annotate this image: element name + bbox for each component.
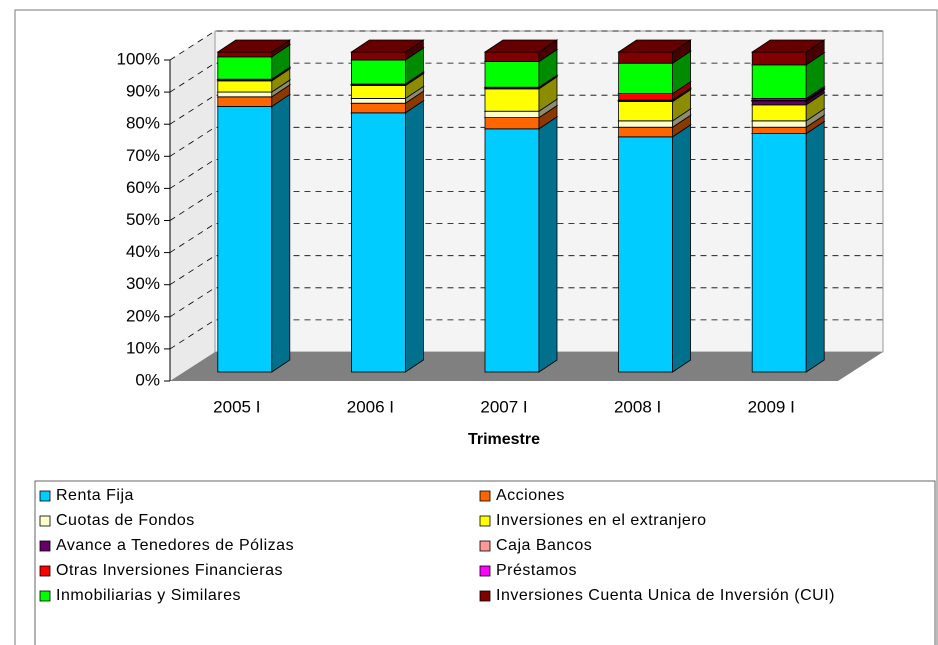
bar-segment — [350, 39, 425, 61]
bar-front — [217, 106, 273, 373]
bar-front — [217, 56, 273, 80]
bar-segment — [750, 39, 826, 66]
legend-label: Inversiones en el extranjero — [496, 512, 707, 529]
bar-front — [217, 51, 273, 58]
bar-front — [618, 93, 673, 101]
bar-segment — [617, 124, 692, 373]
bar-front — [217, 80, 273, 93]
bar-top — [350, 39, 425, 53]
bar-front — [217, 96, 273, 107]
bar-side — [538, 116, 558, 373]
y-tick-label: 0% — [135, 370, 160, 389]
legend-label: Otras Inversiones Financieras — [56, 562, 283, 579]
bar-side — [271, 93, 291, 373]
bar-front — [751, 101, 807, 106]
legend-label: Préstamos — [496, 562, 577, 579]
bar-front — [484, 88, 540, 112]
x-axis-title: Trimestre — [468, 431, 540, 448]
legend-label: Caja Bancos — [496, 537, 592, 554]
bar-segment — [216, 39, 292, 58]
legend-swatch — [39, 490, 51, 502]
bar-front — [751, 126, 807, 134]
legend-swatch — [479, 490, 491, 502]
bar-front — [618, 136, 673, 373]
y-tick-label: 20% — [126, 306, 160, 325]
bar-side — [672, 124, 691, 373]
bar-front — [484, 128, 540, 373]
legend-label: Cuotas de Fondos — [56, 512, 195, 529]
x-tick-label: 2009 I — [748, 397, 795, 416]
bar-front — [484, 61, 540, 88]
legend-swatch — [39, 515, 51, 527]
bar-front — [484, 117, 540, 130]
y-tick-label: 80% — [126, 114, 160, 133]
bar-front — [751, 120, 807, 128]
bar-front — [618, 101, 673, 122]
bar-front — [618, 120, 673, 128]
legend-swatch — [39, 540, 51, 552]
bar-front — [350, 51, 406, 61]
legend-swatch — [479, 590, 491, 602]
bar-front — [751, 104, 807, 122]
bar-segment — [750, 120, 826, 373]
x-tick-label: 2008 I — [614, 397, 661, 416]
bar-segment — [216, 93, 292, 373]
grid-line — [169, 30, 883, 61]
bar-front — [350, 112, 406, 373]
x-tick-label: 2005 I — [213, 397, 260, 416]
legend-swatch — [39, 565, 51, 577]
bar-side — [404, 100, 424, 373]
legend-label: Acciones — [496, 487, 565, 504]
legend-label: Avance a Tenedores de Pólizas — [56, 537, 294, 554]
bar-front — [484, 51, 540, 63]
bar-top — [483, 39, 559, 53]
bar-segment — [350, 100, 425, 373]
y-tick-label: 30% — [126, 274, 160, 293]
legend-label: Inversiones Cuenta Unica de Inversión (C… — [496, 587, 835, 604]
legend-swatch — [479, 565, 491, 577]
y-tick-label: 40% — [126, 242, 160, 261]
bar-front — [350, 85, 406, 99]
bar-top — [750, 39, 826, 53]
bar-segment — [483, 39, 559, 63]
x-tick-label: 2007 I — [480, 397, 527, 416]
legend — [34, 480, 936, 645]
y-tick-label: 60% — [126, 178, 160, 197]
bar-front — [618, 62, 673, 95]
bar-side — [805, 120, 825, 373]
y-tick-label: 70% — [126, 146, 160, 165]
bar-front — [484, 110, 540, 118]
bar-front — [350, 102, 406, 114]
bar-segment — [483, 116, 559, 373]
bar-front — [350, 98, 406, 104]
legend-label: Renta Fija — [56, 487, 134, 504]
bar-top — [216, 39, 292, 53]
y-tick-label: 100% — [117, 49, 160, 68]
x-tick-label: 2006 I — [347, 397, 394, 416]
bar-front — [751, 133, 807, 373]
bar-segment — [617, 39, 692, 64]
legend-swatch — [479, 540, 491, 552]
y-tick-label: 90% — [126, 82, 160, 101]
y-tick-label: 50% — [126, 210, 160, 229]
bar-front — [217, 91, 273, 98]
bar-front — [751, 51, 807, 66]
y-tick-label: 10% — [126, 338, 160, 357]
bar-front — [350, 59, 406, 85]
bar-front — [618, 51, 673, 64]
bar-front — [618, 126, 673, 138]
legend-swatch — [39, 590, 51, 602]
legend-swatch — [479, 515, 491, 527]
bar-top — [617, 39, 692, 53]
bar-front — [751, 64, 807, 99]
legend-label: Inmobiliarias y Similares — [56, 587, 241, 604]
